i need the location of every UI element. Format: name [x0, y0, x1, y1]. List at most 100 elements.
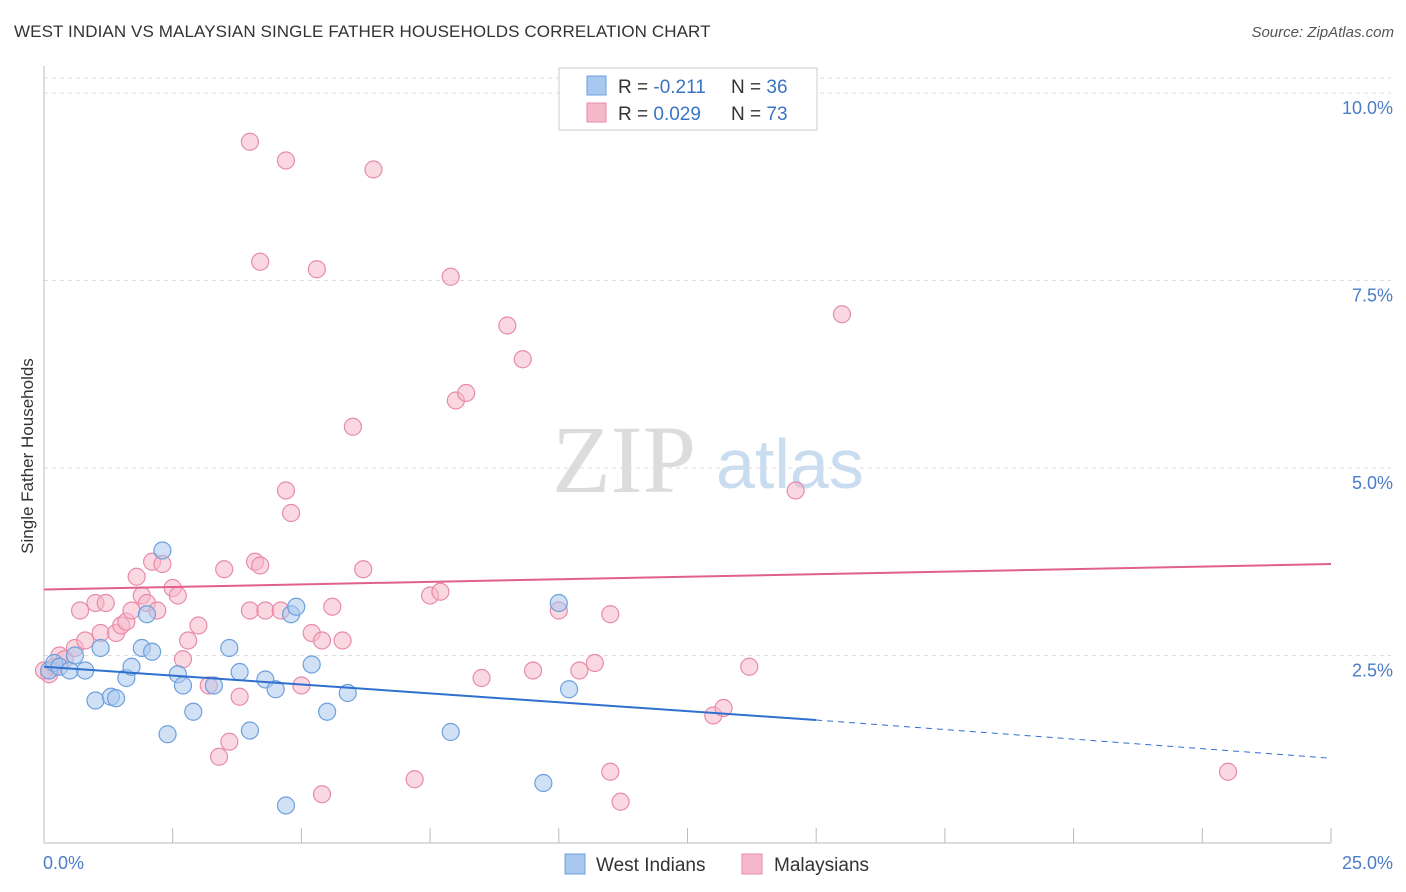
legend-r-value-2: 0.029 — [653, 104, 701, 125]
malaysian-point-27 — [215, 560, 234, 579]
west-indian-point-7 — [91, 638, 110, 658]
x-tick-label-0: 0.0% — [43, 853, 84, 873]
west-indian-point-27 — [287, 597, 306, 616]
malaysian-point-70 — [312, 785, 332, 804]
chart-title: WEST INDIAN VS MALAYSIAN SINGLE FATHER H… — [14, 22, 711, 41]
malaysian-point-59 — [714, 698, 733, 718]
x-tick-label-1: 25.0% — [1342, 853, 1393, 873]
legend-n-value-2: 73 — [766, 104, 787, 125]
west-indian-point-32 — [534, 773, 553, 793]
malaysian-point-67 — [307, 260, 326, 279]
malaysian-point-60 — [740, 657, 759, 676]
west-indian-point-34 — [559, 680, 579, 699]
malaysian-point-64 — [276, 151, 296, 170]
y-tick-label-2: 7.5% — [1352, 286, 1393, 306]
malaysian-point-65 — [364, 160, 383, 179]
west-indian-point-25 — [266, 680, 285, 699]
malaysian-point-14 — [127, 567, 146, 586]
source-credit: Source: ZipAtlas.com — [1251, 24, 1394, 41]
y-tick-label-1: 5.0% — [1352, 473, 1393, 493]
malaysian-point-42 — [343, 417, 362, 436]
west-indians-trend-extension — [816, 719, 1332, 759]
west-indian-point-29 — [318, 702, 337, 721]
y-tick-labels: 2.5% 5.0% 7.5% 10.0% — [1342, 98, 1393, 681]
malaysian-point-28 — [220, 732, 239, 751]
malaysian-point-57 — [601, 762, 620, 781]
west-indian-point-28 — [302, 655, 321, 674]
malaysian-point-51 — [523, 661, 543, 680]
y-axis-label: Single Father Households — [18, 358, 37, 554]
west-indian-point-21 — [220, 638, 239, 658]
malaysians-points — [34, 132, 1238, 811]
legend-swatch-west-indians — [586, 75, 607, 96]
west-indian-point-18 — [173, 676, 193, 695]
malaysian-point-53 — [570, 661, 589, 680]
west-indian-point-14 — [143, 642, 162, 661]
legend-n-label-2: N = — [731, 104, 766, 125]
axes — [43, 66, 1332, 844]
west-indian-point-15 — [153, 541, 172, 560]
malaysian-point-45 — [431, 582, 450, 601]
malaysian-point-71 — [1218, 762, 1238, 781]
bottom-legend-swatch-west-indians — [564, 853, 586, 875]
malaysian-point-21 — [168, 586, 187, 605]
watermark-zip: ZIP — [552, 406, 696, 513]
gridlines — [44, 77, 1391, 656]
legend-n-value-1: 36 — [766, 77, 787, 98]
west-indians-points — [40, 541, 579, 815]
west-indian-point-23 — [240, 721, 260, 740]
malaysian-point-13 — [122, 601, 141, 620]
watermark: ZIP atlas — [552, 406, 864, 513]
legend-r-label-2: R = — [618, 104, 653, 125]
legend-r-label-1: R = — [618, 77, 653, 98]
malaysian-point-50 — [513, 350, 532, 369]
malaysian-point-23 — [179, 631, 198, 650]
west-indian-point-11 — [122, 657, 141, 676]
trend-lines — [43, 563, 1332, 759]
malaysian-point-63 — [240, 132, 260, 151]
malaysian-point-47 — [457, 383, 476, 403]
west-indian-point-22 — [230, 662, 249, 682]
malaysian-point-35 — [276, 481, 296, 500]
legend-r-value-1: -0.211 — [653, 77, 705, 98]
bottom-legend-malaysians: Malaysians — [774, 855, 869, 876]
west-indian-point-35 — [276, 796, 296, 815]
malaysian-point-55 — [601, 605, 620, 624]
malaysian-point-49 — [498, 316, 517, 335]
malaysian-point-9 — [96, 593, 115, 613]
legend-swatch-malaysians — [586, 102, 607, 123]
malaysian-point-39 — [312, 631, 332, 650]
malaysians-trend-line — [43, 563, 1332, 591]
correlation-legend: R = -0.211 N = 36 R = 0.029 N = 73 — [558, 67, 818, 131]
series-legend: West Indians Malaysians — [564, 853, 869, 876]
malaysian-point-29 — [230, 687, 249, 706]
west-indian-point-4 — [65, 646, 84, 665]
malaysian-point-54 — [585, 653, 604, 673]
west-indian-point-31 — [441, 722, 460, 742]
west-indian-point-33 — [549, 593, 568, 613]
malaysian-point-48 — [472, 668, 491, 688]
malaysian-point-66 — [251, 252, 270, 271]
malaysian-point-41 — [333, 631, 352, 650]
west-indians-trend-line — [43, 665, 817, 721]
y-tick-label-0: 2.5% — [1352, 661, 1393, 681]
west-indian-point-6 — [86, 691, 105, 710]
x-tick-labels: 0.0% 25.0% — [43, 853, 1393, 873]
west-indian-point-9 — [106, 689, 126, 708]
bottom-legend-swatch-malaysians — [741, 853, 763, 875]
malaysian-point-6 — [76, 631, 95, 650]
west-indian-point-20 — [204, 676, 223, 695]
malaysian-point-32 — [251, 556, 270, 575]
legend-n-label-1: N = — [731, 77, 766, 98]
malaysian-point-68 — [441, 267, 460, 286]
legend-row-1: R = -0.211 — [618, 77, 706, 98]
west-indian-point-16 — [158, 725, 177, 744]
malaysian-point-33 — [256, 601, 275, 620]
malaysian-point-62 — [832, 305, 852, 324]
malaysian-point-26 — [209, 747, 229, 766]
malaysian-point-69 — [405, 770, 424, 789]
malaysian-point-61 — [786, 481, 805, 500]
west-indian-point-19 — [184, 702, 203, 721]
bottom-legend-west-indians: West Indians — [596, 855, 705, 876]
